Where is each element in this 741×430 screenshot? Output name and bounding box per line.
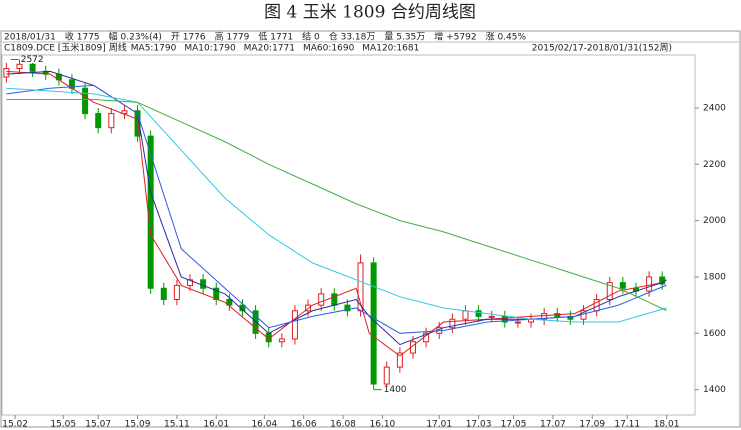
x-tick-label: 16.04 — [251, 420, 277, 430]
candle-body — [646, 276, 653, 292]
candle-body — [383, 366, 390, 385]
candle-body — [200, 279, 207, 289]
y-tick-label: 2200 — [703, 160, 726, 170]
info-item: 开 1776 — [171, 32, 206, 43]
candle-body — [213, 287, 220, 301]
candle-body — [291, 310, 298, 340]
ma-line — [6, 99, 667, 311]
info-item: 幅 0.23%(4) — [109, 31, 162, 43]
info-item: 高 1779 — [215, 31, 250, 43]
y-tick-label: 2000 — [703, 216, 726, 226]
candle-body — [396, 352, 403, 368]
y-tick-label: 2400 — [703, 103, 726, 113]
x-tick-label: 15.07 — [85, 420, 111, 430]
x-tick-label: 16.06 — [291, 420, 317, 430]
candle-body — [29, 63, 36, 72]
candle-body — [187, 279, 194, 286]
candle-body — [121, 110, 128, 115]
legend-entry: MA10:1790 — [184, 44, 236, 54]
legend-entry: MA60:1690 — [303, 44, 355, 54]
info-item: 2018/01/31 — [4, 33, 56, 43]
x-tick-label: 16.01 — [203, 420, 229, 430]
x-tick-label: 17.01 — [426, 420, 452, 430]
x-tick-label: 15.05 — [50, 420, 76, 430]
chart-title: 图 4 玉米 1809 合约周线图 — [264, 3, 476, 23]
x-tick-label: 17.05 — [501, 420, 527, 430]
contract: C1809.DCE [玉米1809] — [4, 42, 106, 54]
candle-body — [160, 287, 167, 301]
candle-body — [173, 284, 180, 301]
candle-body — [475, 310, 482, 317]
info-item: 低 1771 — [258, 31, 293, 43]
x-tick-label: 15.11 — [164, 420, 190, 430]
candle-body — [108, 113, 115, 129]
candle-body — [3, 68, 10, 78]
legend-entry: MA20:1771 — [244, 44, 295, 54]
x-tick-label: 16.10 — [370, 420, 396, 430]
annotation: 2572 — [21, 55, 44, 65]
candle-body — [370, 262, 377, 385]
candle-body — [488, 315, 495, 318]
candle-body — [226, 299, 233, 306]
y-tick-label: 1400 — [703, 385, 726, 395]
x-tick-label: 16.08 — [330, 420, 356, 430]
legend-entry: MA120:1681 — [362, 44, 419, 54]
candle-body — [514, 321, 521, 324]
x-tick-label: 15.02 — [2, 420, 28, 430]
plot-area — [1, 54, 696, 416]
info-item: 收 1775 — [65, 31, 100, 43]
y-tick-label: 1600 — [703, 329, 726, 339]
x-tick-label: 17.09 — [579, 420, 605, 430]
candle-body — [606, 282, 613, 301]
annotation: 1400 — [384, 385, 407, 395]
candle-body — [541, 313, 548, 320]
candle-body — [95, 113, 102, 129]
candle-body — [278, 338, 285, 343]
candle-body — [462, 310, 469, 320]
info-item: 增 +5792 — [434, 31, 476, 43]
ma-line — [6, 70, 667, 357]
y-tick-label: 1800 — [703, 272, 726, 282]
candle-body — [82, 87, 89, 115]
ma-line — [6, 84, 667, 334]
candle-body — [619, 282, 626, 289]
x-tick-label: 17.07 — [540, 420, 566, 430]
x-tick-label: 17.03 — [466, 420, 492, 430]
legend-entry: MA5:1790 — [131, 44, 177, 54]
frame — [0, 30, 741, 428]
x-tick-label: 15.09 — [125, 420, 151, 430]
info-item: 仓 33.18万 — [329, 31, 376, 43]
info-item: 涨 0.45% — [486, 32, 527, 43]
candle-body — [16, 63, 23, 70]
x-tick-label: 18.01 — [654, 420, 680, 430]
range-label: 2015/02/17-2018/01/31(152周) — [532, 43, 672, 54]
candle-body — [344, 304, 351, 312]
info-item: 量 5.35万 — [384, 32, 425, 43]
candle-body — [449, 318, 456, 329]
x-tick-label: 17.11 — [614, 420, 640, 430]
candle-body — [318, 293, 325, 306]
period: 周线 — [109, 42, 127, 54]
ma-line — [6, 87, 667, 323]
info-item: 结 0 — [302, 31, 320, 43]
